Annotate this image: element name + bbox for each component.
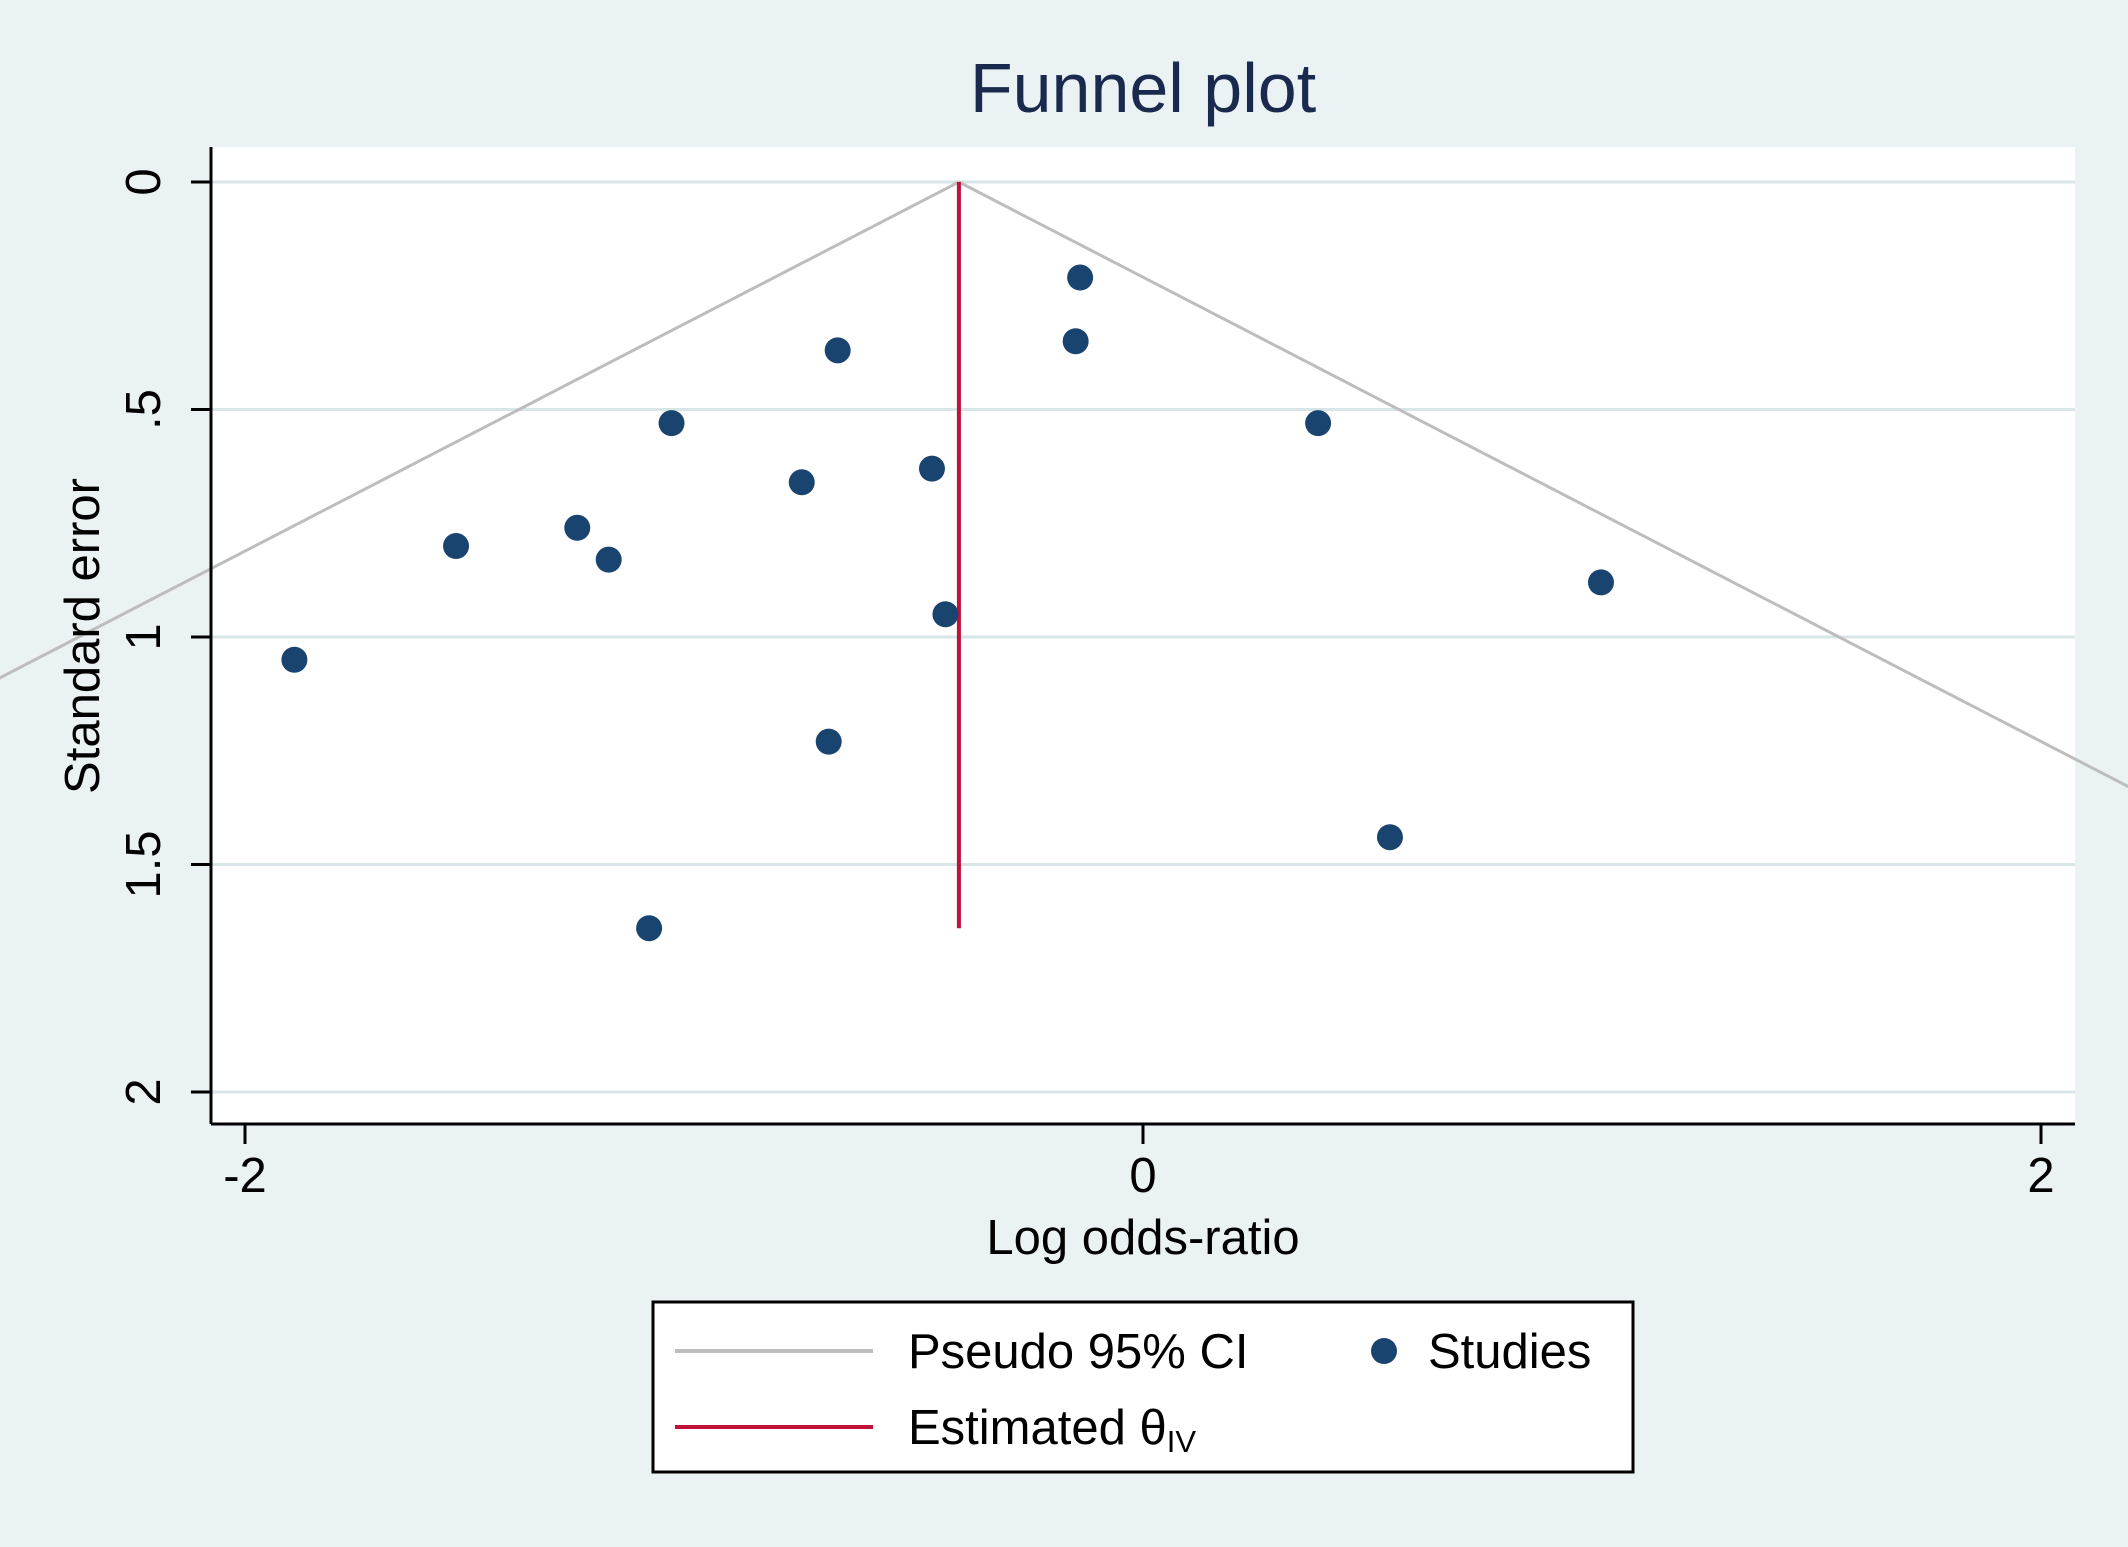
ci-line-left — [0, 180, 960, 680]
x-ticks: -4-2024 — [223, 1124, 2055, 1203]
legend-ci-label: Pseudo 95% CI — [908, 1325, 1249, 1379]
study-point-2 — [824, 337, 851, 364]
legend-estimate-label: Estimated θIV — [908, 1401, 1196, 1459]
study-points — [281, 264, 1614, 942]
study-point-0 — [1067, 264, 1094, 291]
y-tick-label-0: 0 — [117, 168, 171, 195]
y-tick-label-1: .5 — [117, 389, 171, 430]
chart-title: Funnel plot — [970, 49, 1316, 127]
study-point-14 — [1376, 824, 1403, 851]
study-point-11 — [932, 601, 959, 628]
study-point-12 — [281, 646, 308, 673]
study-point-10 — [1587, 569, 1614, 596]
x-tick-label-2: 0 — [1129, 1149, 1156, 1203]
y-axis-label: Standard error — [56, 478, 110, 794]
study-point-1 — [1062, 328, 1089, 355]
study-point-3 — [658, 410, 685, 437]
study-point-4 — [1305, 410, 1332, 437]
study-point-6 — [788, 469, 815, 496]
ci-line-right — [958, 180, 2128, 789]
pseudo-ci-lines — [0, 180, 2128, 789]
y-ticks: 0 .5 1 1.5 2 — [117, 168, 211, 1106]
x-tick-label-3: 2 — [2027, 1149, 2054, 1203]
study-point-9 — [595, 546, 622, 573]
x-tick-label-1: -2 — [223, 1149, 267, 1203]
legend-box — [651, 1300, 1635, 1474]
study-point-13 — [815, 728, 842, 755]
y-tick-label-2: 1 — [117, 623, 171, 650]
legend-estimate-subscript: IV — [1167, 1424, 1197, 1459]
x-axis-label: Log odds-ratio — [986, 1211, 1299, 1265]
study-point-8 — [443, 533, 470, 559]
legend: Pseudo 95% CI Studies Estimated θIV — [651, 1300, 1635, 1474]
y-tick-label-3: 1.5 — [117, 830, 171, 898]
study-point-17 — [636, 915, 663, 942]
y-tick-label-4: 2 — [117, 1078, 171, 1105]
study-point-5 — [918, 455, 945, 482]
legend-studies-marker — [1371, 1338, 1397, 1364]
study-point-7 — [564, 514, 591, 541]
legend-studies-label: Studies — [1428, 1325, 1591, 1379]
legend-estimate-main: Estimated θ — [908, 1401, 1167, 1455]
